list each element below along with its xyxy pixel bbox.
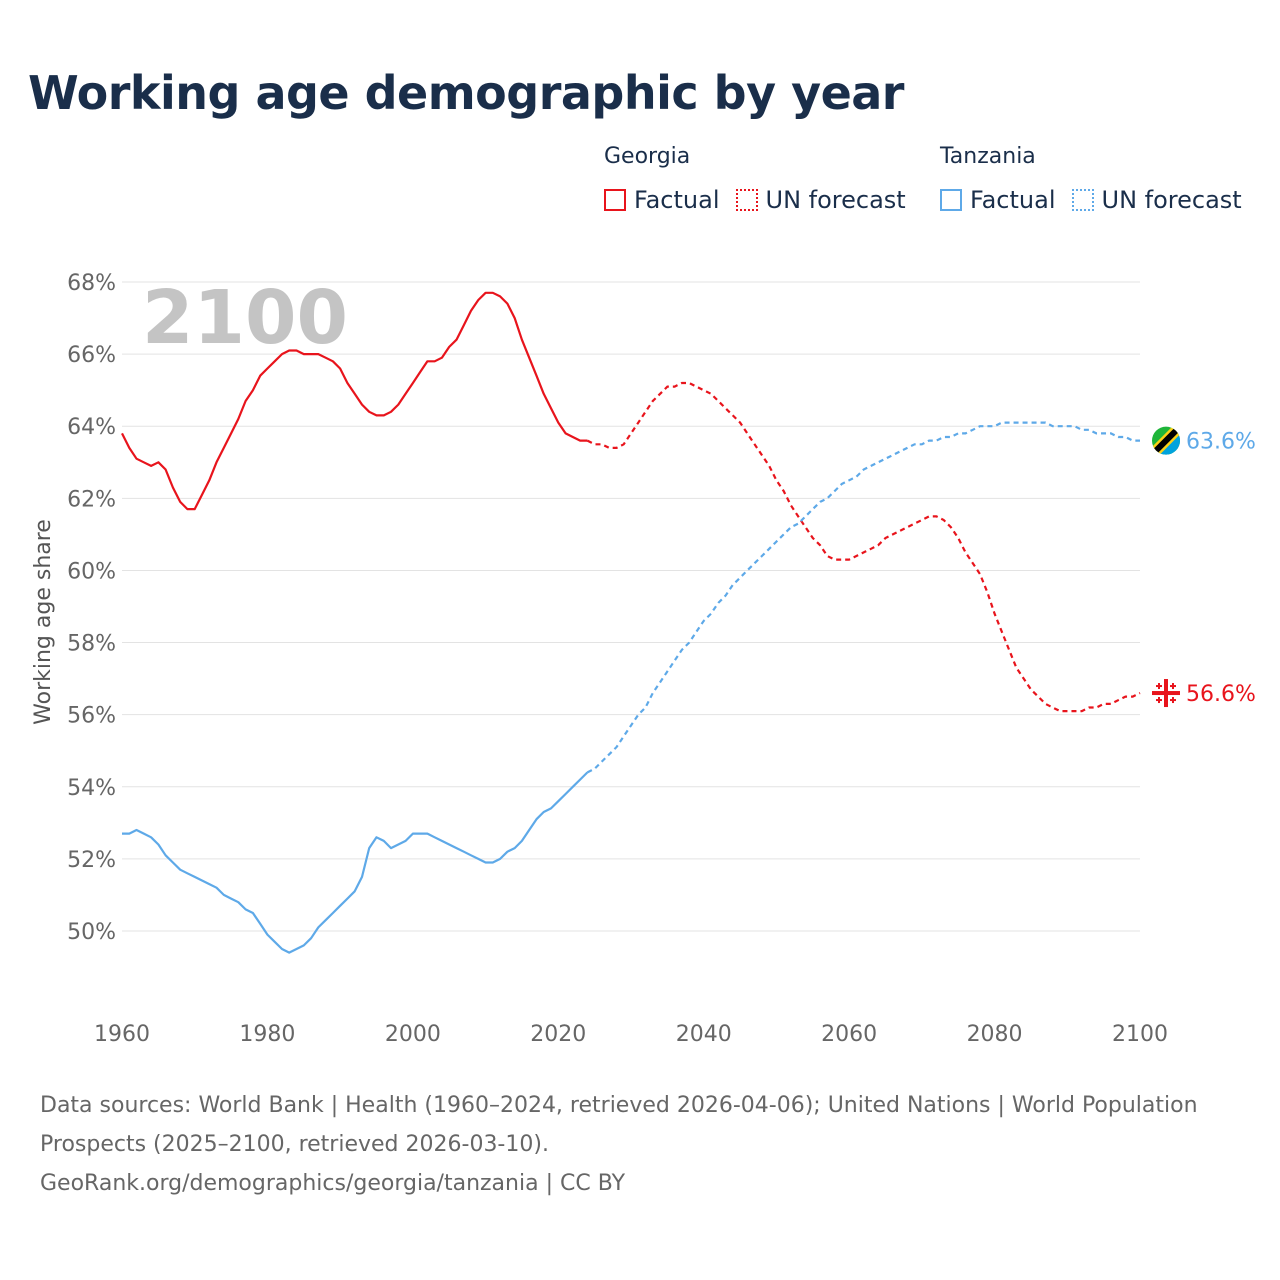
georgia-factual-line[interactable] <box>121 291 588 511</box>
georgia-forecast-line[interactable] <box>586 381 1141 713</box>
y-tick-label: 52% <box>67 848 116 873</box>
legend-label: Factual <box>634 186 720 214</box>
y-tick-label: 50% <box>67 920 116 945</box>
data-sources: Data sources: World Bank | Health (1960–… <box>40 1093 1198 1157</box>
x-tick-label: 2100 <box>1112 1022 1168 1047</box>
legend-item-georgia-factual[interactable]: Factual <box>604 186 720 214</box>
footer: Data sources: World Bank | Health (1960–… <box>40 1086 1250 1203</box>
y-tick-label: 68% <box>67 271 116 296</box>
y-tick-label: 58% <box>67 632 116 657</box>
source-link[interactable]: GeoRank.org/demographics/georgia/tanzani… <box>40 1171 626 1196</box>
gridlines <box>122 281 1140 932</box>
x-tick-label: 1980 <box>239 1022 295 1047</box>
x-tick-label: 2080 <box>967 1022 1023 1047</box>
legend-label: UN forecast <box>1101 186 1242 214</box>
legend-country-georgia: Georgia <box>604 144 691 169</box>
legend-label: Factual <box>970 186 1056 214</box>
y-tick-label: 54% <box>67 776 116 801</box>
y-tick-label: 60% <box>67 559 116 584</box>
x-axis-ticks: 1960 1980 2000 2020 2040 2060 2080 2100 <box>94 1022 1168 1047</box>
x-tick-label: 2000 <box>385 1022 441 1047</box>
tanzania-factual-line[interactable] <box>122 771 589 954</box>
x-tick-label: 1960 <box>94 1022 150 1047</box>
georgia-flag-icon <box>1152 679 1180 708</box>
tanzania-forecast-swatch <box>1071 189 1094 211</box>
y-tick-label: 64% <box>67 415 116 440</box>
end-markers: 56.6% 63.6% <box>1152 426 1256 708</box>
chart-title: Working age demographic by year <box>28 66 905 120</box>
legend-country-tanzania: Tanzania <box>940 144 1036 169</box>
x-tick-label: 2020 <box>530 1022 586 1047</box>
tanzania-factual-swatch <box>940 189 962 211</box>
tanzania-forecast-line[interactable] <box>586 421 1140 774</box>
y-axis-ticks: 50% 52% 54% 56% 58% 60% 62% 64% 66% 68% <box>67 271 116 945</box>
georgia-forecast-swatch <box>735 189 758 211</box>
georgia-end-label: 56.6% <box>1186 682 1256 707</box>
x-tick-label: 2040 <box>676 1022 732 1047</box>
series-lines <box>121 291 1141 954</box>
year-watermark: 2100 <box>142 275 348 361</box>
georgia-factual-swatch <box>604 189 626 211</box>
y-tick-label: 56% <box>67 704 116 729</box>
line-chart: 2100 50% 52% 54% 56% 58% 60% 62% 64% 66% 68% 1960… <box>31 271 1256 1047</box>
y-tick-label: 62% <box>67 487 116 512</box>
legend-group-georgia: Georgia Factual UN forecast <box>604 144 922 214</box>
legend-label: UN forecast <box>765 186 906 214</box>
tanzania-end-label: 63.6% <box>1186 430 1256 455</box>
legend-item-tanzania-factual[interactable]: Factual <box>940 186 1056 214</box>
tanzania-flag-icon <box>1152 426 1180 455</box>
legend-item-tanzania-forecast[interactable]: UN forecast <box>1071 186 1242 214</box>
legend-group-tanzania: Tanzania Factual UN forecast <box>940 144 1258 214</box>
x-tick-label: 2060 <box>821 1022 877 1047</box>
y-tick-label: 66% <box>67 343 116 368</box>
y-axis-label: Working age share <box>31 519 56 725</box>
legend-item-georgia-forecast[interactable]: UN forecast <box>735 186 906 214</box>
